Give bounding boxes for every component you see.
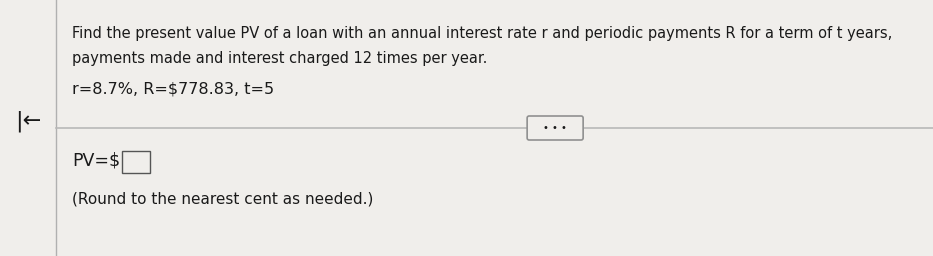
Text: PV=$: PV=$: [72, 152, 120, 170]
Text: (Round to the nearest cent as needed.): (Round to the nearest cent as needed.): [72, 191, 373, 206]
Text: • • •: • • •: [543, 123, 567, 133]
Text: payments made and interest charged 12 times per year.: payments made and interest charged 12 ti…: [72, 51, 487, 66]
Bar: [122, 151, 150, 173]
Text: Find the present value PV of a loan with an annual interest rate r and periodic : Find the present value PV of a loan with…: [72, 26, 892, 41]
FancyBboxPatch shape: [527, 116, 583, 140]
Text: r=8.7%, R=$778.83, t=5: r=8.7%, R=$778.83, t=5: [72, 81, 274, 96]
Text: |←: |←: [15, 110, 41, 132]
